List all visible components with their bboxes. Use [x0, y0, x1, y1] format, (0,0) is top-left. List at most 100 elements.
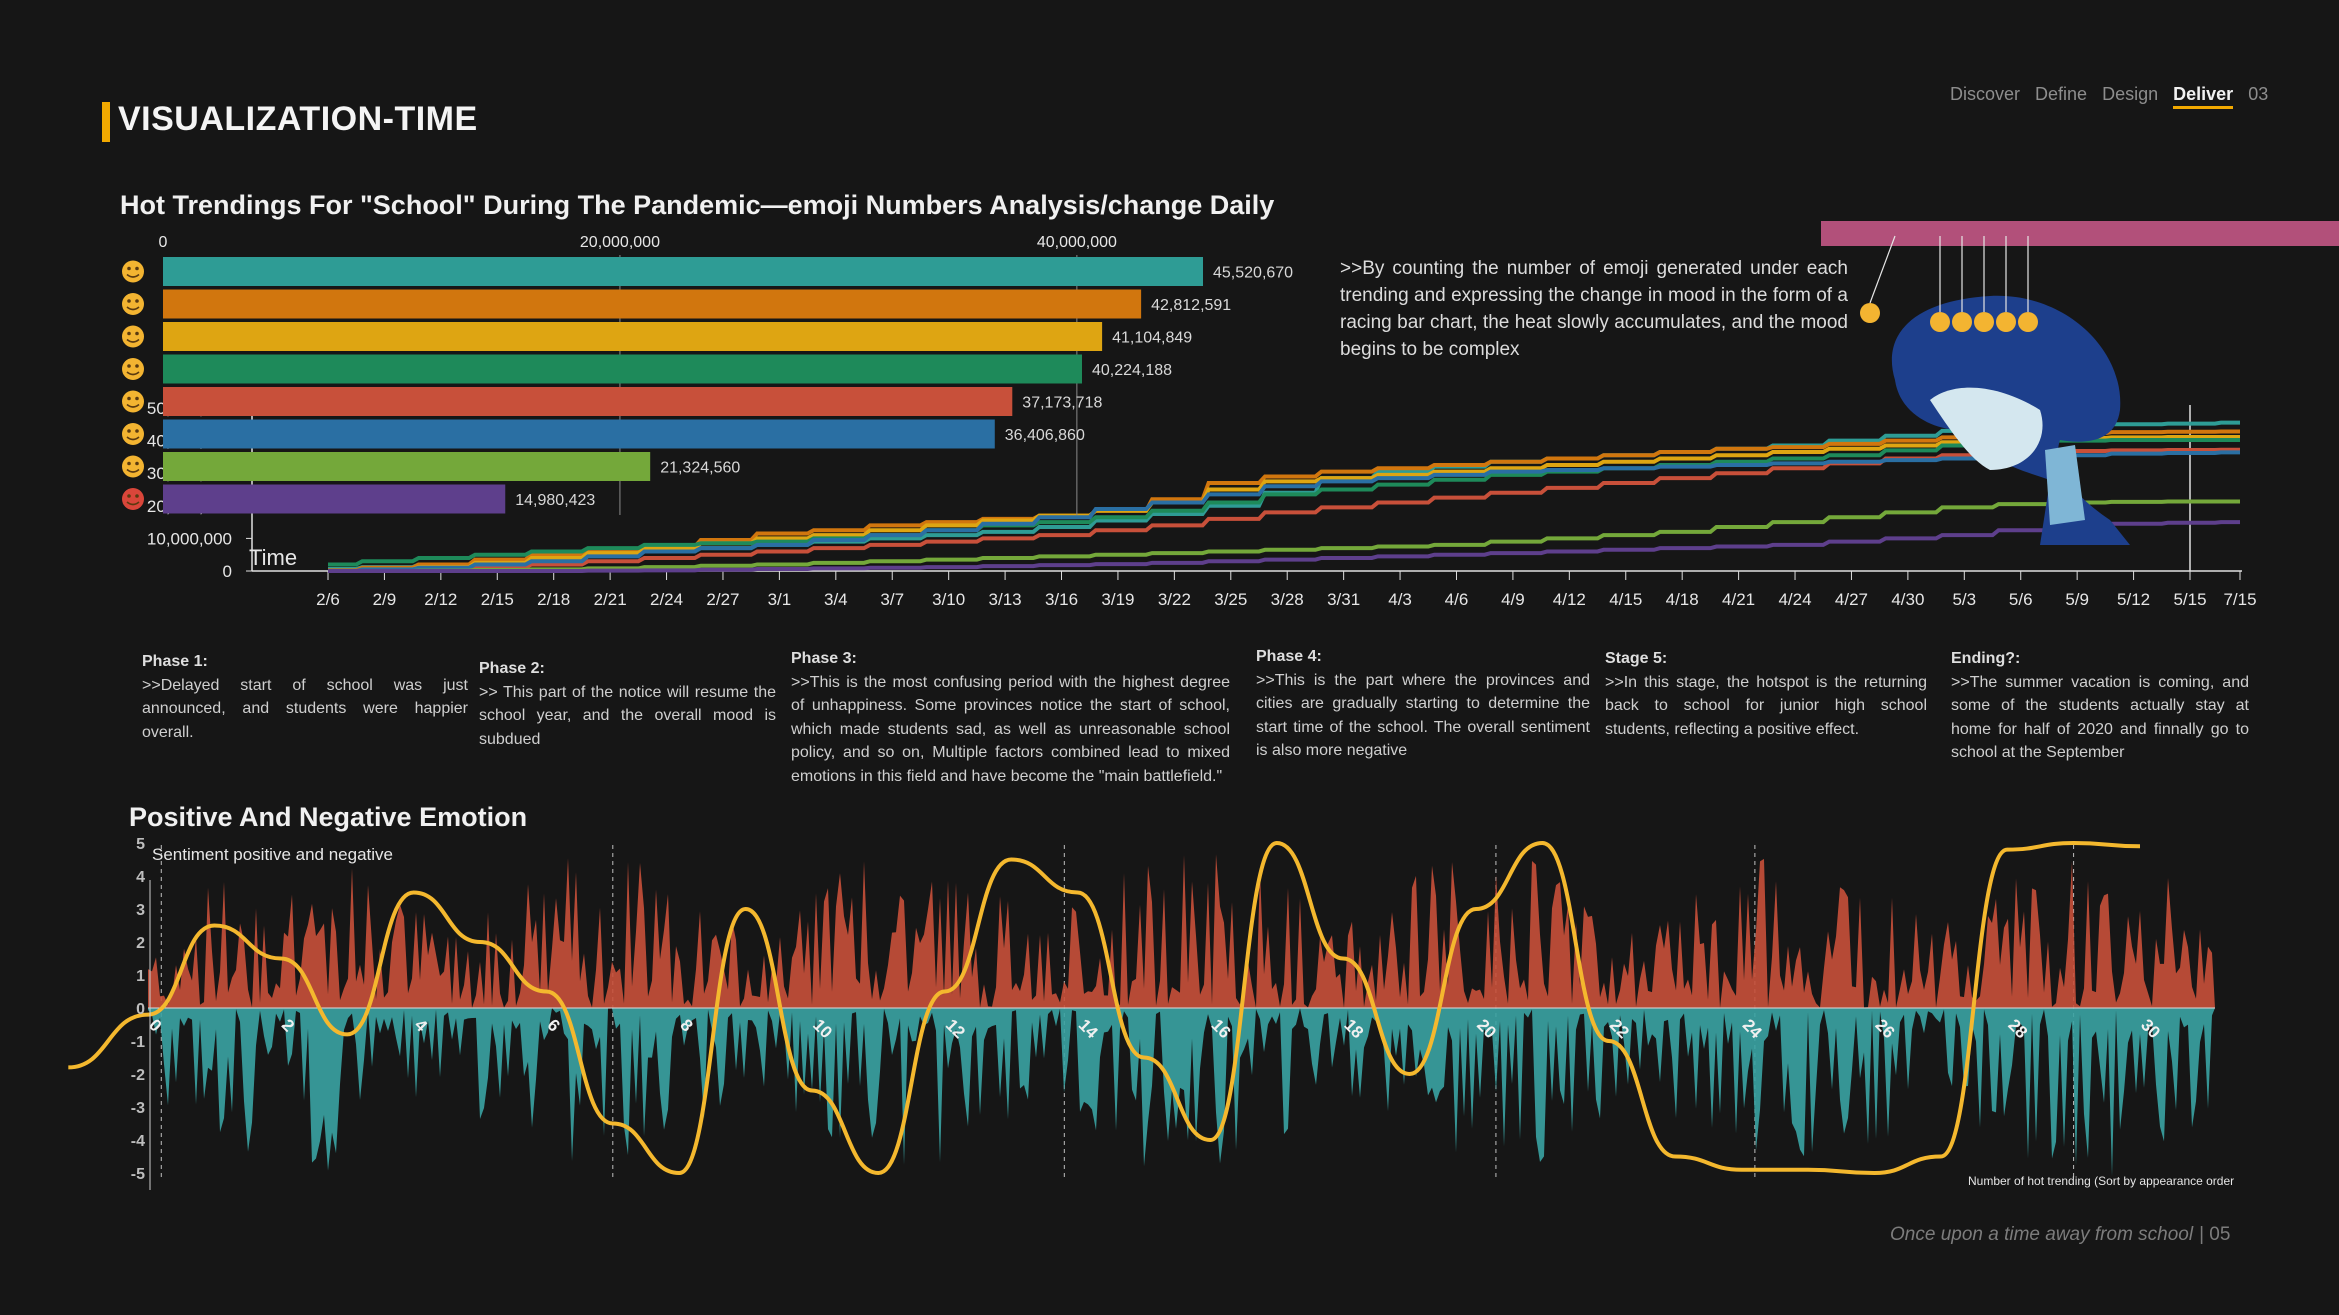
emotion-y-tick-label: -5	[131, 1166, 145, 1183]
bar-value-label: 40,224,188	[1092, 362, 1172, 379]
emoji-eye	[135, 396, 139, 401]
line-x-tick-label: 3/4	[824, 590, 848, 609]
phase-3-title: Phase 3:	[791, 650, 857, 667]
bar-weary-face	[163, 419, 995, 449]
line-x-tick-label: 2/21	[594, 590, 627, 609]
emoji-mouth	[126, 501, 140, 506]
footer-text: Once upon a time away from school	[1890, 1224, 2194, 1245]
line-x-tick-label: 4/30	[1891, 590, 1924, 609]
phase-2-title: Phase 2:	[479, 660, 545, 677]
line-x-tick-label: 4/3	[1388, 590, 1412, 609]
emoji-eye	[135, 266, 139, 271]
race-chart-note: >>By counting the number of emoji genera…	[1340, 258, 1848, 360]
emotion-chart-y-ticks: 5 4 3 2 1 0 -1 -2 -3 -4 -5	[131, 836, 145, 1183]
line-x-tick-label: 5/15	[2173, 590, 2206, 609]
emoji-eye	[127, 364, 131, 368]
emoji-eye	[127, 429, 131, 433]
line-x-tick-label: 7/15	[2223, 590, 2256, 609]
line-series-5	[328, 450, 2240, 573]
emoji-mouth	[126, 468, 140, 473]
emoji-eye	[135, 364, 139, 368]
ending: Ending?: >>The summer vacation is coming…	[1951, 647, 2249, 765]
emoji-eye	[135, 461, 139, 466]
phase-1: Phase 1: >>Delayed start of school was j…	[142, 650, 468, 744]
emoji-mouth	[126, 403, 140, 408]
emoji-mouth	[126, 371, 140, 376]
page-number: | 05	[2199, 1224, 2231, 1245]
line-x-tick-label: 3/22	[1158, 590, 1191, 609]
line-x-tick-label: 2/18	[537, 590, 570, 609]
emoji-eye	[135, 494, 139, 498]
emoji-eye	[127, 299, 131, 303]
nav-deliver[interactable]: Deliver	[2173, 84, 2234, 109]
nav-define[interactable]: Define	[2035, 84, 2088, 104]
emotion-y-tick-label: -1	[131, 1034, 145, 1051]
line-x-tick-label: 2/27	[706, 590, 739, 609]
decorative-pink-bar	[1821, 221, 2339, 246]
line-series-2	[328, 435, 2240, 573]
bar-astonished-face	[163, 452, 651, 481]
emotion-y-tick-label: -4	[131, 1133, 145, 1150]
footer: Once upon a time away from school | 05	[1890, 1224, 2230, 1246]
emoji-eye	[127, 331, 131, 336]
emoji-mouth	[126, 273, 140, 278]
line-x-tick-label: 5/3	[1952, 590, 1976, 609]
emoji-mouth	[126, 306, 140, 311]
bar-crying-face	[163, 257, 1203, 286]
bar-value-label: 14,980,423	[515, 492, 595, 509]
bar-angry-face	[163, 484, 506, 514]
line-chart-x-ticks: 2/6 2/9 2/12 2/15 2/18 2/21 2/24 2/27 3/1 3/4 3/7 3…	[316, 405, 2257, 609]
emotion-y-tick-label: 2	[136, 935, 145, 952]
line-x-tick-label: 3/10	[932, 590, 965, 609]
phase-4: Phase 4: >>This is the part where the pr…	[1256, 645, 1590, 763]
line-x-tick-label: 3/13	[989, 590, 1022, 609]
emotion-y-tick-label: 5	[136, 836, 145, 853]
emotion-y-tick-label: -2	[131, 1067, 145, 1084]
bar-tongue-face	[163, 387, 1013, 416]
stage-5-text: >>In this stage, the hotspot is the retu…	[1605, 673, 1927, 738]
line-series-3	[328, 437, 2240, 567]
emoji-mouth	[126, 338, 140, 343]
bar-chart-value-labels: 45,520,670 42,812,591 41,104,849 40,224,188…	[515, 265, 1293, 510]
line-chart-series	[328, 420, 2240, 573]
phase-4-text: >>This is the part where the provinces a…	[1256, 671, 1590, 760]
emoji-eye	[127, 461, 131, 466]
top-nav: Discover Define Design Deliver 03	[1950, 84, 2278, 109]
angry-face-icon	[122, 488, 144, 510]
line-x-tick-label: 5/9	[2065, 590, 2089, 609]
emotion-trend-curve	[68, 840, 2141, 1176]
stage-5-title: Stage 5:	[1605, 650, 1668, 667]
astonished-face-icon	[122, 455, 144, 478]
nav-discover[interactable]: Discover	[1950, 84, 2021, 104]
line-x-tick-label: 2/12	[424, 590, 457, 609]
line-x-tick-label: 4/9	[1501, 590, 1525, 609]
line-x-tick-label: 2/9	[373, 590, 397, 609]
bar-value-label: 37,173,718	[1022, 395, 1102, 412]
bar-value-label: 42,812,591	[1151, 297, 1231, 314]
emoji-eye	[127, 266, 131, 271]
line-x-tick-label: 3/16	[1045, 590, 1078, 609]
line-x-tick-label: 3/1	[768, 590, 792, 609]
phase-2: Phase 2: >> This part of the notice will…	[479, 657, 776, 751]
grinning-face-icon	[122, 293, 144, 315]
line-x-tick-label: 3/25	[1214, 590, 1247, 609]
tongue-face-icon	[122, 390, 144, 413]
bar-value-label: 41,104,849	[1112, 330, 1192, 347]
line-x-tick-label: 3/19	[1101, 590, 1134, 609]
emoji-mouth	[126, 436, 140, 441]
line-x-tick-label: 2/6	[316, 590, 340, 609]
emoji-pendants	[1860, 235, 2038, 332]
emoji-eye	[127, 396, 131, 401]
line-y-tick-label: 10,000,000	[147, 529, 232, 548]
weary-face-icon	[122, 423, 144, 445]
time-axis-label: Time	[249, 545, 297, 570]
phase-3: Phase 3: >>This is the most confusing pe…	[791, 647, 1230, 788]
emoji-eye	[127, 494, 131, 498]
stage-5: Stage 5: >>In this stage, the hotspot is…	[1605, 647, 1927, 741]
positive-emotion-area	[148, 854, 2215, 1008]
emotion-y-tick-label: -3	[131, 1100, 145, 1117]
nav-design[interactable]: Design	[2102, 84, 2159, 104]
bar-value-label: 36,406,860	[1005, 427, 1085, 444]
line-series-7	[328, 520, 2240, 573]
